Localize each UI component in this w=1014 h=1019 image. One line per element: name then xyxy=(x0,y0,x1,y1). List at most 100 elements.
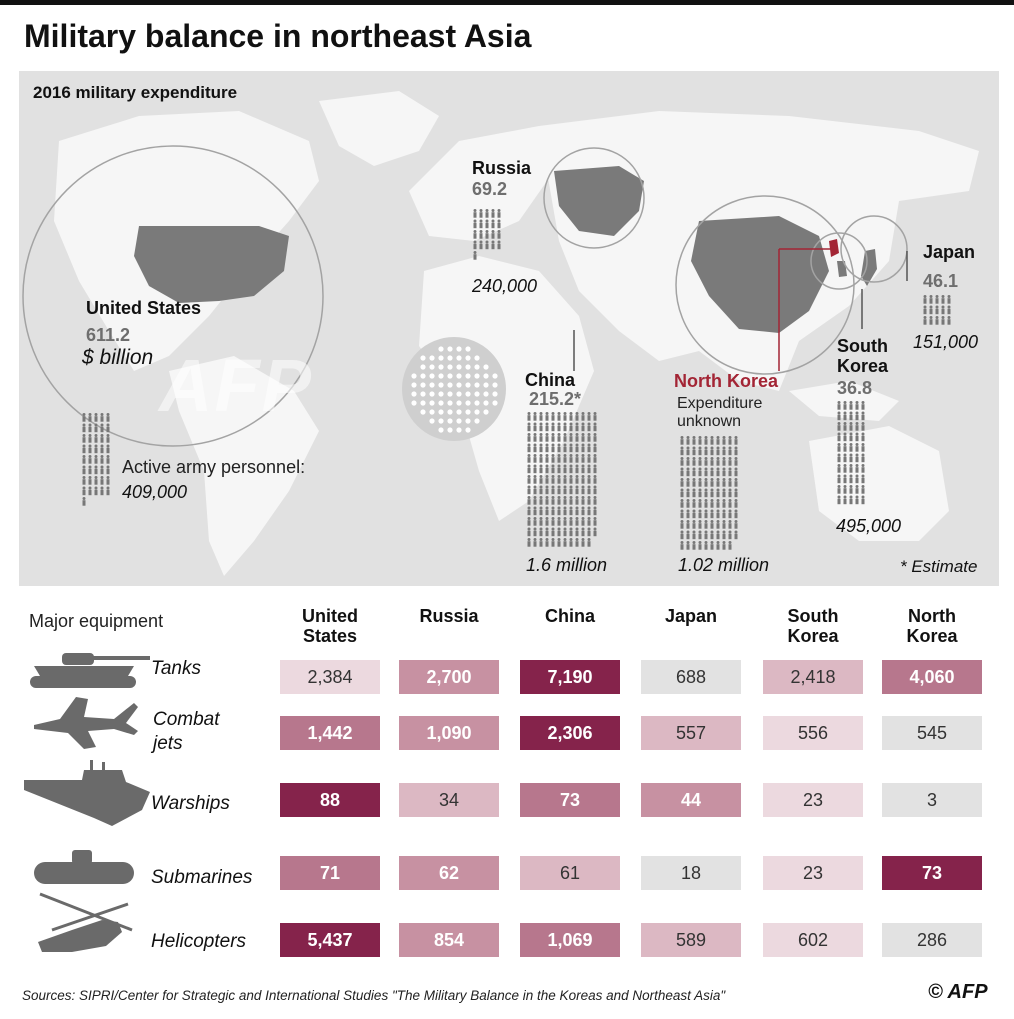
soldier-icon-body xyxy=(100,468,104,475)
soldier-icon-body xyxy=(849,414,853,421)
soldier-icon-head xyxy=(843,432,847,436)
soldier-icon-head xyxy=(100,465,104,469)
soldier-icon-head xyxy=(551,517,555,520)
soldier-icon-body xyxy=(527,478,531,484)
soldier-icon-head xyxy=(106,434,110,437)
soldier-icon-head xyxy=(704,499,708,502)
soldier-icon-body xyxy=(527,520,531,526)
greenland xyxy=(319,91,439,166)
globe-dot xyxy=(447,391,453,397)
soldier-icon-head xyxy=(94,413,98,416)
soldier-icon-head xyxy=(557,496,561,499)
expenditure-map: 2016 military expenditure AFP United Sta… xyxy=(19,71,999,586)
table-cell: 73 xyxy=(520,783,620,817)
soldier-icon-body xyxy=(849,498,853,505)
soldier-icon-body xyxy=(698,460,702,466)
soldier-icon-head xyxy=(587,433,591,436)
japan-personnel-icons xyxy=(923,295,951,325)
top-rule xyxy=(0,0,1014,5)
soldier-icon-body xyxy=(728,481,732,487)
soldier-icon-head xyxy=(849,495,853,499)
soldier-icon-head xyxy=(734,499,738,502)
soldier-icon-body xyxy=(88,426,92,433)
soldier-icon-head xyxy=(680,436,684,439)
soldier-icon-body xyxy=(527,488,531,495)
soldier-icon-body xyxy=(557,415,561,421)
soldier-icon-body xyxy=(581,446,585,453)
soldier-icon-head xyxy=(680,446,684,450)
soldier-icon-head xyxy=(479,209,483,212)
soldier-icon-head xyxy=(82,465,86,469)
soldier-icon-head xyxy=(728,541,732,544)
soldier-icon-body xyxy=(581,457,585,463)
soldier-icon-head xyxy=(593,506,597,510)
soldier-icon-body xyxy=(551,467,555,474)
soldier-icon-head xyxy=(106,465,110,469)
soldier-icon-head xyxy=(698,488,702,492)
soldier-icon-body xyxy=(587,446,591,453)
china-shape xyxy=(691,216,829,333)
soldier-icon-head xyxy=(575,443,579,447)
tank-icon xyxy=(30,653,150,688)
col-japan-line1: Japan xyxy=(664,606,718,626)
globe-dot xyxy=(420,400,426,406)
soldier-icon-body xyxy=(704,544,708,550)
soldier-icon-body xyxy=(698,449,702,456)
soldier-icon-body xyxy=(843,456,847,463)
soldier-icon-head xyxy=(710,467,714,471)
soldier-icon-head xyxy=(698,530,702,534)
soldier-icon-body xyxy=(843,477,847,484)
soldier-icon-body xyxy=(545,425,549,432)
soldier-icon-head xyxy=(686,509,690,513)
soldier-icon-body xyxy=(680,491,684,498)
soldier-icon-head xyxy=(88,423,92,427)
globe-dot xyxy=(420,364,426,370)
soldier-icon-head xyxy=(861,464,865,467)
soldier-icon-body xyxy=(593,467,597,474)
soldier-icon-head xyxy=(533,475,537,478)
globe-dot xyxy=(438,427,444,433)
soldier-icon-head xyxy=(923,305,927,309)
table-cell: 556 xyxy=(763,716,863,750)
soldier-icon-body xyxy=(704,502,708,508)
soldier-icon-head xyxy=(734,446,738,450)
soldier-icon-body xyxy=(539,530,543,537)
soldier-icon-body xyxy=(557,446,561,453)
soldier-icon-body xyxy=(533,415,537,421)
col-south-korea: South Korea xyxy=(763,606,863,646)
soldier-icon-head xyxy=(716,446,720,450)
soldier-icon-head xyxy=(861,422,865,425)
soldier-icon-body xyxy=(710,523,714,529)
soldier-icon-head xyxy=(710,446,714,450)
soldier-icon-head xyxy=(929,316,933,319)
soldier-icon-head xyxy=(551,506,555,510)
soldier-icon-head xyxy=(728,467,732,471)
soldier-icon-head xyxy=(581,443,585,447)
soldier-icon-head xyxy=(100,455,104,458)
soldier-icon-head xyxy=(728,499,732,502)
soldier-icon-head xyxy=(587,454,591,457)
soldier-icon-body xyxy=(106,458,110,464)
soldier-icon-body xyxy=(716,439,720,445)
soldier-icon-head xyxy=(563,496,567,499)
soldier-icon-head xyxy=(569,475,573,478)
soldier-icon-body xyxy=(581,488,585,495)
soldier-icon-head xyxy=(722,520,726,523)
col-south-korea-line1: South xyxy=(787,606,839,626)
soldier-icon-head xyxy=(563,538,567,541)
soldier-icon-head xyxy=(575,485,579,489)
japan-personnel: 151,000 xyxy=(913,332,979,352)
soldier-icon-head xyxy=(849,401,853,404)
globe-dot xyxy=(429,382,435,388)
soldier-icon-head xyxy=(734,530,738,534)
globe-dot xyxy=(474,382,480,388)
globe-dot xyxy=(429,364,435,370)
soldier-icon-head xyxy=(539,496,543,499)
soldier-icon-head xyxy=(728,509,732,513)
soldier-icon-head xyxy=(843,474,847,478)
soldier-icon-head xyxy=(849,464,853,467)
soldier-icon-head xyxy=(106,455,110,458)
soldier-icon-head xyxy=(539,412,543,415)
soldier-icon-head xyxy=(527,538,531,541)
globe-dot xyxy=(429,418,435,424)
